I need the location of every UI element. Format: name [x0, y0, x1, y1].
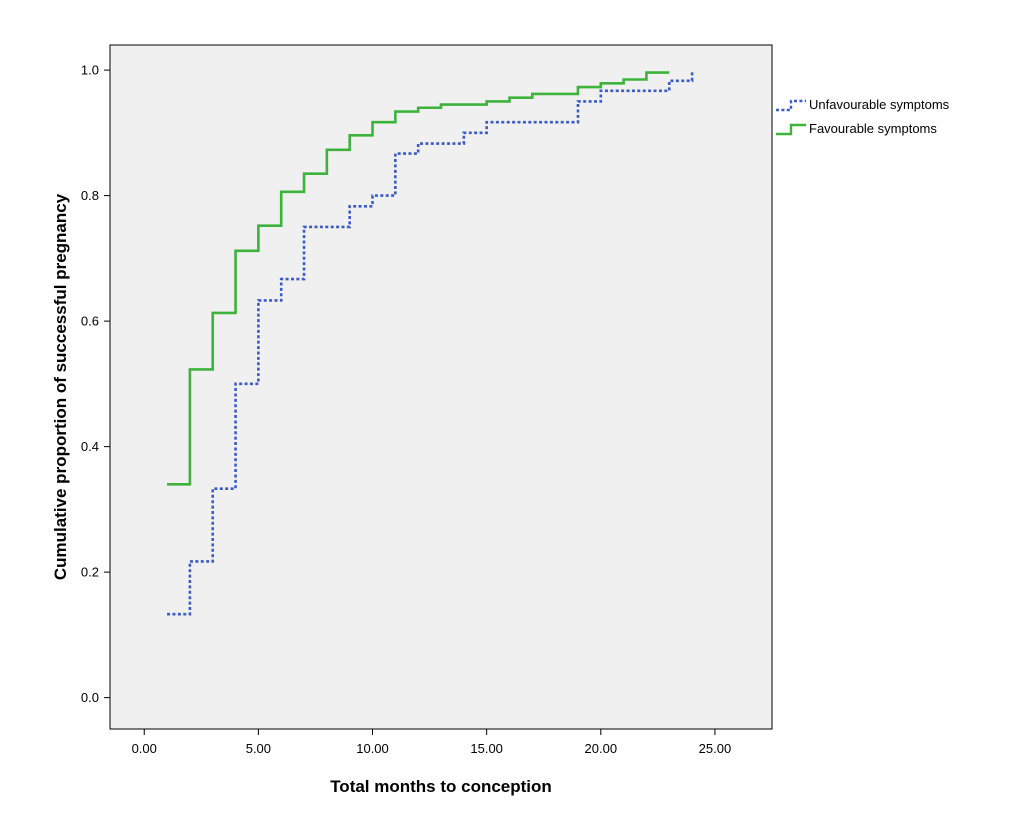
plot-area: [109, 44, 773, 730]
y-tick-label: 0.0: [81, 690, 99, 705]
x-tick-label: 10.00: [356, 741, 389, 756]
x-tick-label: 15.00: [470, 741, 503, 756]
y-tick-label: 0.8: [81, 188, 99, 203]
y-tick-label: 1.0: [81, 63, 99, 78]
series-line-unfavourable: [167, 70, 694, 616]
legend-symbol-favourable: [776, 123, 806, 136]
x-axis: 0.00 5.00 10.00 15.00 20.00 25.00: [132, 729, 732, 756]
legend-label-favourable: Favourable symptoms: [809, 121, 937, 136]
y-tick-label: 0.6: [81, 314, 99, 329]
legend-symbol-unfavourable: [776, 99, 806, 112]
legend-label-unfavourable: Unfavourable symptoms: [809, 97, 950, 112]
x-tick-label: 0.00: [132, 741, 157, 756]
x-tick-label: 5.00: [246, 741, 271, 756]
y-axis-title: Cumulative proportion of successful preg…: [51, 193, 70, 580]
y-tick-label: 0.2: [81, 565, 99, 580]
series-layer: [167, 70, 694, 616]
y-axis: 0.0 0.2 0.4 0.6 0.8 1.0: [81, 63, 110, 705]
legend: Unfavourable symptoms Favourable symptoms: [776, 97, 950, 136]
y-tick-label: 0.4: [81, 439, 99, 454]
x-tick-label: 20.00: [585, 741, 618, 756]
series-line-favourable: [167, 71, 670, 486]
x-axis-title: Total months to conception: [330, 777, 552, 796]
x-tick-label: 25.00: [699, 741, 732, 756]
